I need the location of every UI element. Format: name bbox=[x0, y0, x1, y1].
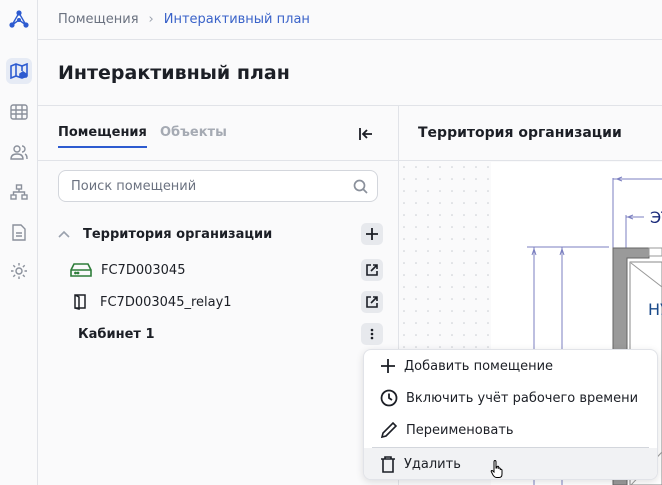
tree-item-label: Кабинет 1 bbox=[78, 326, 155, 342]
document-icon[interactable] bbox=[6, 219, 32, 245]
map-icon[interactable] bbox=[6, 58, 32, 84]
tree-item-label: FC7D003045_relay1 bbox=[100, 294, 232, 310]
tree-root[interactable]: Территория организации bbox=[58, 223, 383, 245]
menu-item-label: Удалить bbox=[404, 456, 461, 472]
breadcrumb: Помещения › Интерактивный план bbox=[38, 0, 662, 40]
plan-label: НУ bbox=[648, 300, 662, 319]
server-icon bbox=[70, 263, 92, 277]
tree-item-label: FC7D003045 bbox=[101, 262, 186, 278]
divider bbox=[38, 105, 662, 106]
gear-icon[interactable] bbox=[6, 258, 32, 284]
tree-root-label: Территория организации bbox=[83, 226, 273, 242]
menu-item-add-room[interactable]: Добавить помещение bbox=[364, 350, 657, 382]
tree-item[interactable]: FC7D003045_relay1 bbox=[58, 291, 383, 313]
tab-rooms[interactable]: Помещения bbox=[58, 125, 147, 148]
panel-divider bbox=[398, 105, 399, 485]
table-icon[interactable] bbox=[6, 99, 32, 125]
breadcrumb-parent[interactable]: Помещения bbox=[58, 12, 139, 27]
trash-icon bbox=[381, 455, 395, 473]
menu-item-label: Переименовать bbox=[406, 422, 514, 438]
menu-divider bbox=[372, 447, 649, 448]
page-title: Интерактивный план bbox=[58, 62, 290, 84]
add-room-button[interactable] bbox=[361, 223, 383, 245]
collapse-panel-icon[interactable] bbox=[358, 126, 374, 145]
tree-item[interactable]: FC7D003045 bbox=[58, 259, 383, 281]
open-external-button[interactable] bbox=[361, 291, 383, 313]
more-options-button[interactable] bbox=[361, 323, 383, 345]
tab-objects[interactable]: Объекты bbox=[160, 125, 227, 140]
side-nav bbox=[0, 0, 38, 485]
tree-item[interactable]: Кабинет 1 bbox=[58, 323, 383, 345]
search-placeholder: Поиск помещений bbox=[71, 178, 197, 194]
search-icon bbox=[353, 179, 368, 194]
menu-item-delete[interactable]: Удалить bbox=[364, 448, 657, 479]
divider bbox=[38, 160, 662, 161]
clock-icon bbox=[380, 389, 398, 407]
hierarchy-icon[interactable] bbox=[6, 179, 32, 205]
menu-item-rename[interactable]: Переименовать bbox=[364, 414, 657, 446]
breadcrumb-current: Интерактивный план bbox=[163, 12, 310, 27]
plan-label: ЭТ bbox=[650, 208, 662, 227]
logo-icon[interactable] bbox=[6, 6, 32, 32]
context-menu: Добавить помещение Включить учёт рабочег… bbox=[363, 349, 658, 480]
plan-title: Территория организации bbox=[418, 125, 622, 141]
pencil-icon bbox=[380, 421, 398, 439]
users-icon[interactable] bbox=[6, 139, 32, 165]
hand-cursor-icon bbox=[490, 459, 503, 478]
chevron-up-icon[interactable] bbox=[58, 230, 70, 238]
search-input[interactable]: Поиск помещений bbox=[58, 170, 378, 202]
plus-icon bbox=[381, 359, 395, 373]
menu-item-label: Добавить помещение bbox=[404, 358, 554, 374]
chevron-right-icon: › bbox=[148, 12, 154, 27]
open-external-button[interactable] bbox=[361, 259, 383, 281]
menu-item-label: Включить учёт рабочего времени bbox=[406, 390, 639, 406]
door-icon bbox=[74, 294, 86, 310]
menu-item-enable-time-tracking[interactable]: Включить учёт рабочего времени bbox=[364, 382, 657, 414]
